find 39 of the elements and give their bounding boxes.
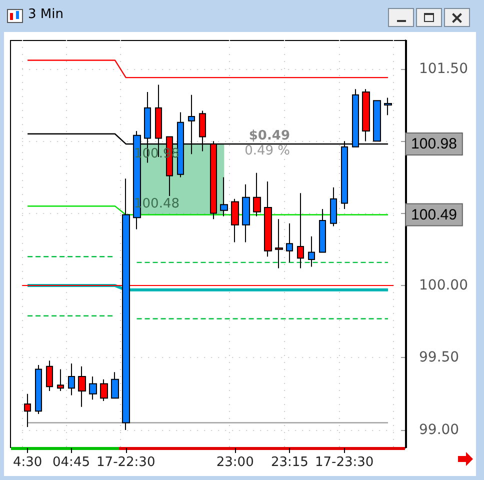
candlestick [78, 366, 86, 408]
candlestick [35, 364, 42, 415]
y-tick-label: 101.50 [419, 60, 468, 77]
candlestick [264, 181, 272, 258]
annotation: 0.49 % [244, 144, 290, 158]
candlestick [100, 378, 108, 402]
candlestick [111, 372, 119, 399]
candlestick [319, 208, 326, 253]
candlestick [297, 192, 304, 269]
data-label: 100.98 [411, 135, 457, 152]
x-tick-label: 23:15 [270, 455, 308, 470]
candlestick [286, 222, 293, 263]
chart-title: 3 Min [28, 7, 64, 22]
candlestick [362, 88, 370, 142]
candlestick [220, 176, 228, 217]
candlestick [68, 363, 75, 396]
candlestick [384, 97, 392, 116]
y-tick-label: 99.50 [419, 350, 460, 366]
candlestick [253, 172, 261, 217]
y-tick-label: 100.00 [419, 278, 468, 294]
candlestick [308, 236, 315, 268]
candlestick [275, 218, 283, 269]
candlestick [46, 360, 53, 392]
x-tick-label: 17-22:30 [96, 455, 156, 470]
annotation: $0.49 [248, 128, 290, 144]
candlestick [373, 100, 381, 142]
candlestick [24, 393, 31, 428]
x-tick-label: 04:45 [52, 455, 90, 470]
candlestick [122, 178, 130, 430]
data-label: 100.49 [411, 206, 457, 224]
candlestick [89, 376, 97, 400]
candlestick [231, 198, 239, 243]
x-tick-label: 17-23:30 [314, 455, 374, 470]
candlestick [57, 368, 64, 392]
candlestick [242, 184, 250, 243]
x-tick-label: 23:00 [216, 455, 254, 470]
candlestick [330, 186, 337, 227]
x-tick-label: 4:30 [12, 455, 42, 470]
y-tick-label: 99.00 [419, 422, 460, 438]
